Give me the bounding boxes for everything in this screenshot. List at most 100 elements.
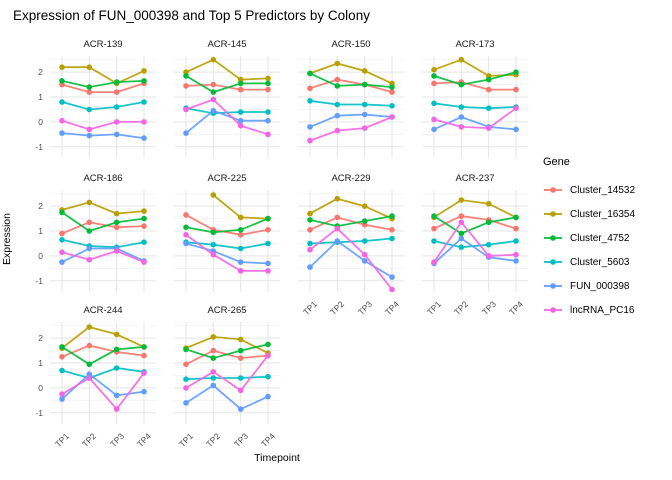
data-point — [86, 199, 93, 206]
facet-title: ACR-186 — [83, 173, 123, 184]
data-point — [513, 251, 519, 258]
data-point — [86, 256, 93, 263]
series-line-Cluster_16354 — [433, 199, 517, 219]
data-point — [334, 83, 341, 89]
facet-title: ACR-244 — [83, 305, 123, 316]
data-point — [210, 192, 217, 198]
x-tick-label: TP3 — [355, 299, 374, 318]
data-point — [237, 122, 244, 129]
data-point — [307, 227, 313, 233]
data-point — [210, 229, 217, 236]
data-point — [265, 80, 271, 87]
series-line-lncRNA_PC16 — [185, 98, 269, 136]
y-tick-label: 0 — [38, 116, 43, 127]
data-point — [59, 230, 65, 237]
data-point — [59, 209, 65, 216]
series-line-lncRNA_PC16 — [309, 227, 393, 291]
data-point — [59, 64, 65, 70]
data-point — [334, 101, 341, 108]
data-point — [431, 238, 437, 244]
data-point — [141, 344, 147, 350]
series-line-Cluster_16354 — [61, 326, 145, 349]
data-point — [86, 64, 93, 70]
facet-panel-ACR-150 — [298, 56, 404, 158]
data-point — [183, 106, 189, 113]
facet-panel-ACR-237 — [422, 190, 528, 292]
x-tick-label: TP1 — [52, 431, 72, 450]
data-point — [210, 89, 217, 95]
y-tick-label: 0 — [38, 250, 43, 261]
data-point — [334, 195, 341, 202]
data-point — [59, 259, 65, 265]
data-point — [513, 69, 519, 75]
data-point — [307, 98, 313, 104]
data-point — [389, 114, 395, 120]
series-line-lncRNA_PC16 — [433, 107, 517, 130]
data-point — [265, 268, 271, 274]
data-point — [113, 210, 120, 217]
data-point — [113, 392, 120, 399]
data-point — [183, 346, 189, 353]
data-point — [59, 367, 65, 374]
legend-entries: Cluster_14532 Cluster_16354 Cluster_4752 Cl… — [543, 178, 635, 322]
series-line-FUN_000398 — [309, 113, 393, 128]
x-tick-label: TP1 — [424, 299, 444, 318]
x-tick-label: TP1 — [300, 299, 320, 318]
data-point — [431, 126, 437, 133]
data-point — [265, 352, 271, 359]
legend-entry: Cluster_14532 — [543, 178, 635, 202]
data-point — [389, 89, 395, 95]
data-point — [183, 376, 189, 382]
series-line-Cluster_16354 — [61, 201, 145, 215]
data-point — [141, 68, 147, 74]
data-point — [237, 117, 244, 124]
data-point — [210, 251, 217, 258]
data-point — [237, 214, 244, 221]
data-point — [431, 259, 437, 265]
data-point — [86, 342, 93, 349]
data-point — [183, 212, 189, 218]
series-line-Cluster_4752 — [61, 211, 145, 232]
data-point — [237, 227, 244, 233]
y-tick-label: 2 — [38, 333, 43, 344]
data-point — [237, 245, 244, 252]
data-point — [86, 228, 93, 234]
data-point — [141, 208, 147, 214]
series-line-Cluster_5603 — [61, 367, 145, 379]
data-point — [265, 215, 271, 222]
data-point — [458, 213, 465, 219]
legend-label: lncRNA_PC16 — [570, 304, 635, 316]
data-point — [86, 375, 93, 381]
data-point — [485, 105, 492, 111]
data-point — [59, 78, 65, 84]
data-point — [210, 375, 217, 381]
data-point — [307, 85, 313, 92]
y-tick-label: -1 — [35, 407, 43, 418]
data-point — [141, 78, 147, 84]
x-tick-label: TP4 — [382, 299, 402, 318]
data-point — [86, 324, 93, 330]
data-point — [237, 109, 244, 115]
data-point — [210, 56, 217, 63]
data-point — [237, 355, 244, 361]
legend-label: FUN_000398 — [570, 280, 630, 292]
data-point — [513, 105, 519, 111]
data-point — [210, 107, 217, 114]
data-point — [86, 126, 93, 133]
series-line-Cluster_16354 — [433, 58, 517, 77]
data-point — [361, 68, 368, 74]
data-point — [389, 235, 395, 242]
data-point — [361, 81, 368, 88]
data-point — [361, 111, 368, 118]
data-point — [210, 81, 217, 88]
data-point — [237, 232, 244, 238]
legend-key-icon — [544, 211, 562, 217]
x-tick-label: TP2 — [452, 299, 471, 318]
data-point — [141, 388, 147, 395]
facet-title: ACR-225 — [207, 173, 247, 184]
legend-key-icon — [544, 187, 562, 193]
data-point — [307, 240, 313, 247]
data-point — [265, 86, 271, 93]
legend-label: Cluster_14532 — [570, 184, 636, 196]
data-point — [458, 104, 465, 110]
